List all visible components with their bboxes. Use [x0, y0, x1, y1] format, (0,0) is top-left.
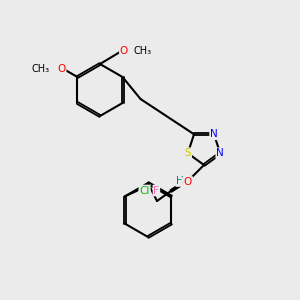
Text: N: N	[210, 129, 218, 139]
Text: O: O	[184, 177, 192, 187]
Text: N: N	[216, 148, 224, 158]
Text: F: F	[153, 185, 159, 196]
Text: O: O	[120, 46, 128, 56]
Text: N: N	[182, 178, 190, 188]
Text: CH₃: CH₃	[134, 46, 152, 56]
Text: Cl: Cl	[140, 185, 150, 196]
Text: O: O	[57, 64, 66, 74]
Text: CH₃: CH₃	[32, 64, 50, 74]
Text: H: H	[176, 176, 184, 186]
Text: S: S	[184, 148, 191, 158]
